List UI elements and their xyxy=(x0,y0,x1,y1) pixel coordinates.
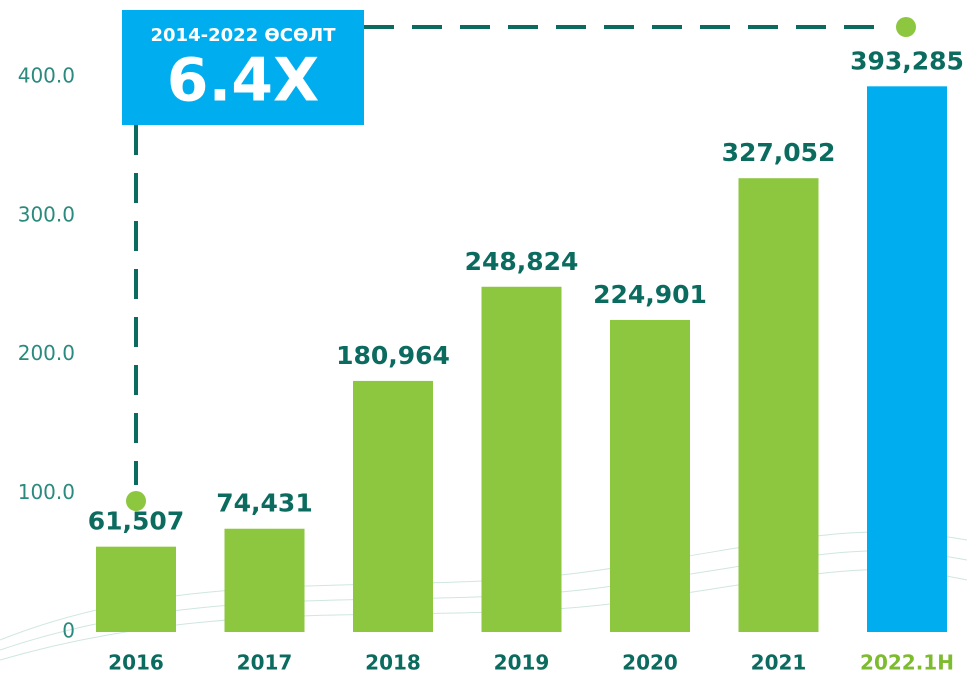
value-label: 74,431 xyxy=(216,489,312,518)
value-label: 327,052 xyxy=(722,138,836,167)
bar xyxy=(867,86,947,632)
annotation-subtitle: 2014-2022 ӨСӨЛТ xyxy=(151,25,337,46)
y-tick-label: 300.0 xyxy=(18,202,75,226)
y-tick-label: 200.0 xyxy=(18,341,75,365)
x-tick-label: 2017 xyxy=(237,651,293,675)
x-tick-label: 2019 xyxy=(494,651,550,675)
bar xyxy=(224,528,305,632)
dot xyxy=(896,17,916,37)
y-tick-label: 400.0 xyxy=(18,64,75,88)
x-tick-label: 2021 xyxy=(751,651,807,675)
x-tick-label: 2022.1H xyxy=(860,651,954,675)
bar xyxy=(738,178,819,633)
y-tick-label: 0 xyxy=(62,619,75,643)
bar xyxy=(481,286,562,632)
x-tick-label: 2016 xyxy=(108,651,164,675)
value-label: 248,824 xyxy=(465,247,579,276)
annotation-text: 6.4X xyxy=(167,46,320,116)
dot xyxy=(126,491,146,511)
value-label: 180,964 xyxy=(336,341,450,370)
bar xyxy=(96,546,176,632)
y-tick-label: 100.0 xyxy=(18,480,75,504)
annotation-box xyxy=(122,10,364,125)
value-label: 224,901 xyxy=(593,280,707,309)
bar xyxy=(610,319,690,632)
x-tick-label: 2018 xyxy=(365,651,421,675)
bar xyxy=(353,380,433,632)
value-label: 61,507 xyxy=(88,507,184,536)
value-label: 393,285 xyxy=(850,46,964,75)
x-tick-label: 2020 xyxy=(622,651,678,675)
